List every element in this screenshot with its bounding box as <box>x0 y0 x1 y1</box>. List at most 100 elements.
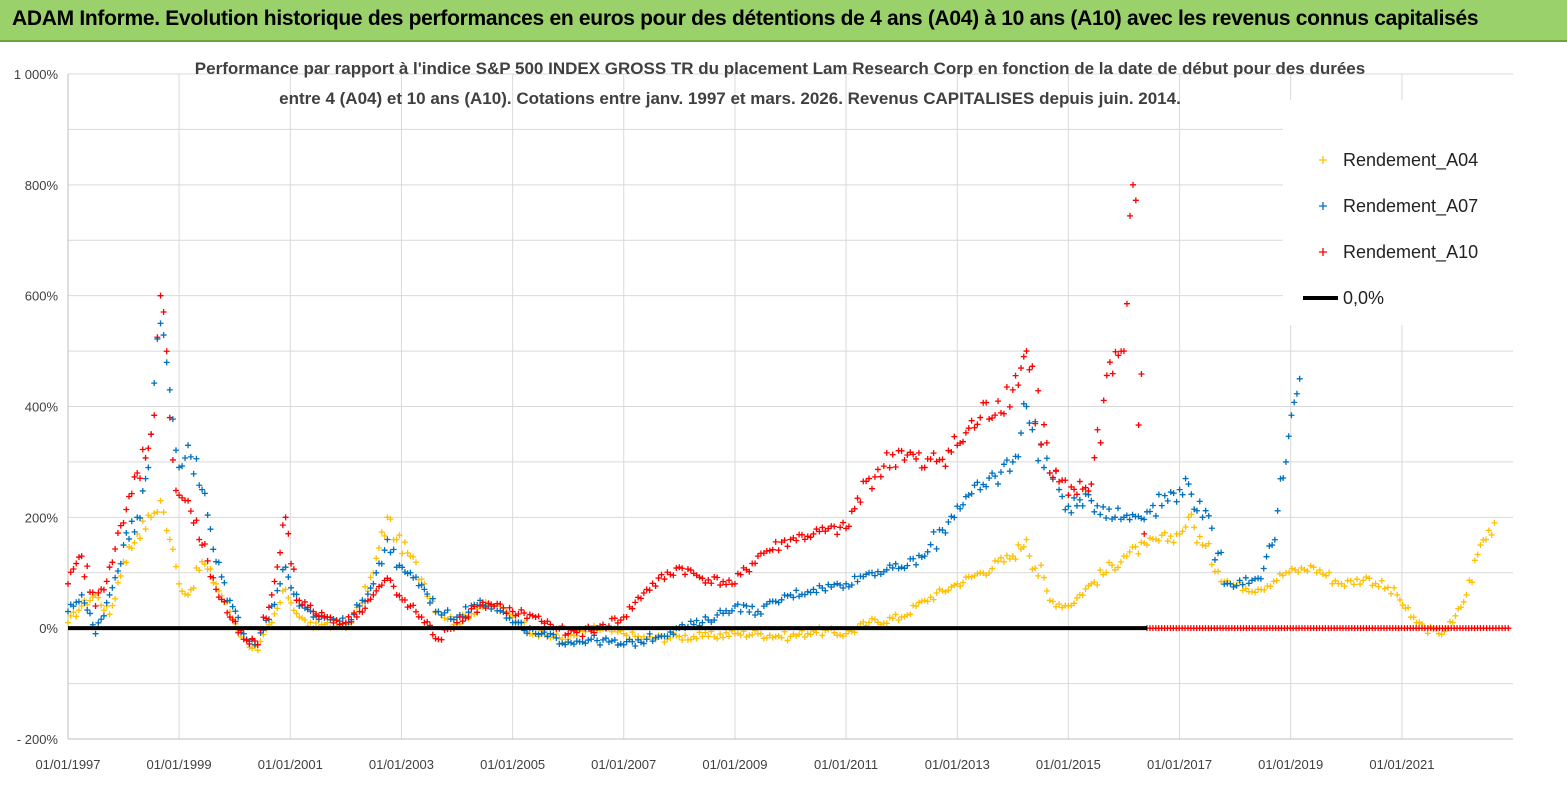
data-point <box>877 473 884 480</box>
data-point <box>1059 604 1066 611</box>
data-point <box>1179 491 1186 498</box>
data-point <box>582 640 589 647</box>
data-point <box>918 554 925 561</box>
data-point <box>288 560 295 567</box>
data-point <box>277 549 284 556</box>
data-point <box>837 582 844 589</box>
data-point <box>1100 503 1107 510</box>
data-point <box>743 602 750 609</box>
data-point <box>804 588 811 595</box>
data-point <box>819 585 826 592</box>
data-point <box>288 584 295 591</box>
data-point <box>643 586 650 593</box>
data-point <box>1319 571 1326 578</box>
report-banner: ADAM Informe. Evolution historique des p… <box>0 0 1567 42</box>
data-point <box>772 598 779 605</box>
data-point <box>1167 533 1174 540</box>
data-point <box>126 493 133 500</box>
data-point <box>70 609 77 616</box>
data-point <box>418 581 425 588</box>
data-point <box>1296 375 1303 382</box>
data-point <box>895 617 902 624</box>
data-point <box>1271 536 1278 543</box>
data-point <box>459 618 466 625</box>
data-point <box>193 455 200 462</box>
data-point <box>477 603 484 609</box>
data-point <box>801 536 808 543</box>
data-point <box>1040 464 1047 471</box>
data-point <box>98 602 105 609</box>
data-point <box>1477 542 1484 549</box>
data-point <box>1329 580 1336 587</box>
data-point <box>629 605 636 612</box>
data-point <box>1280 474 1287 481</box>
data-point <box>784 592 791 599</box>
data-point <box>450 616 457 623</box>
data-point <box>359 609 366 616</box>
data-point <box>989 565 996 572</box>
data-point <box>962 429 969 436</box>
data-point <box>285 594 292 601</box>
data-point <box>274 587 281 594</box>
data-point <box>1141 530 1148 537</box>
data-point <box>75 598 82 605</box>
data-point <box>114 579 121 586</box>
data-point <box>364 591 371 598</box>
data-point <box>412 559 419 566</box>
data-point <box>898 447 905 454</box>
data-point <box>535 631 542 638</box>
data-point <box>1248 577 1255 584</box>
data-point <box>142 475 149 482</box>
data-point <box>1094 582 1101 589</box>
data-point <box>904 562 911 569</box>
data-point <box>151 412 158 419</box>
data-point <box>404 570 411 577</box>
data-point <box>213 580 220 587</box>
data-point <box>1003 552 1010 559</box>
data-point <box>1282 458 1289 465</box>
data-point <box>778 634 785 641</box>
data-point <box>720 578 727 585</box>
data-point <box>874 466 881 473</box>
data-point <box>381 532 388 539</box>
data-point <box>182 455 189 462</box>
data-point <box>801 633 808 640</box>
data-point <box>1135 550 1142 557</box>
data-point <box>1032 420 1039 427</box>
data-point <box>816 528 823 535</box>
data-point <box>1117 558 1124 565</box>
data-point <box>831 523 838 530</box>
data-point <box>73 613 80 620</box>
data-point <box>114 530 121 537</box>
data-point <box>157 292 164 299</box>
data-point <box>160 309 167 316</box>
data-point <box>396 532 403 539</box>
data-point <box>210 574 217 581</box>
data-point <box>1227 580 1234 587</box>
data-point <box>793 587 800 594</box>
data-point <box>87 610 94 617</box>
data-point <box>87 597 94 604</box>
data-point <box>100 607 107 614</box>
data-point <box>263 615 270 622</box>
data-point <box>1094 502 1101 509</box>
data-point <box>282 564 289 571</box>
data-point <box>1388 590 1395 597</box>
data-point <box>986 569 993 576</box>
data-point <box>924 548 931 555</box>
data-point <box>1035 457 1042 464</box>
data-point <box>524 615 530 622</box>
data-point <box>112 574 119 581</box>
data-point <box>1257 575 1264 582</box>
data-point <box>559 640 566 647</box>
data-point <box>268 619 275 626</box>
data-point <box>775 547 782 554</box>
data-point <box>807 534 814 541</box>
data-point <box>790 594 797 601</box>
data-point <box>224 609 231 616</box>
data-point <box>95 589 102 596</box>
data-point <box>213 558 220 565</box>
data-point <box>1043 587 1050 594</box>
data-point <box>1205 540 1212 547</box>
data-point <box>1046 470 1053 476</box>
